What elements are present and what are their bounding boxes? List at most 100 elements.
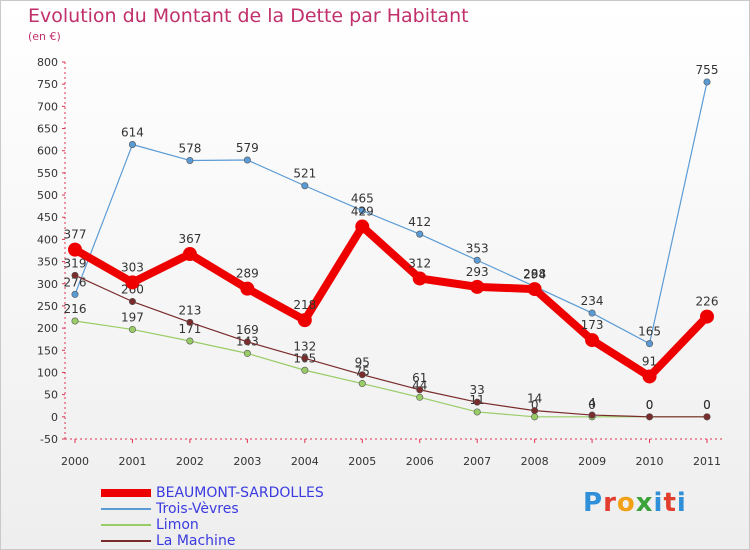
data-point-beaumont-sardolles — [68, 242, 82, 257]
data-label-limon: 197 — [121, 310, 144, 324]
brand-letter: t — [663, 488, 677, 518]
data-label-la-machine: 33 — [470, 383, 485, 397]
data-point-limon — [186, 337, 194, 345]
legend-item: Limon — [101, 517, 324, 533]
x-tick-label: 2004 — [291, 455, 319, 468]
data-label-beaumont-sardolles: 91 — [642, 354, 657, 368]
data-label-la-machine: 4 — [588, 396, 596, 410]
data-point-limon — [531, 413, 539, 421]
x-tick-label: 2008 — [521, 455, 549, 468]
data-point-la-machine — [473, 398, 481, 406]
data-label-trois-v-vres: 614 — [121, 125, 144, 139]
data-point-beaumont-sardolles — [182, 247, 197, 262]
legend-swatch — [101, 524, 151, 526]
data-point-limon — [358, 380, 366, 388]
chart-title: Evolution du Montant de la Dette par Hab… — [28, 5, 469, 27]
data-point-la-machine — [301, 354, 309, 362]
data-point-trois-v-vres — [588, 309, 596, 317]
data-label-la-machine: 0 — [703, 398, 711, 412]
data-point-limon — [128, 325, 136, 333]
data-point-beaumont-sardolles — [585, 333, 600, 348]
data-point-trois-v-vres — [128, 140, 136, 148]
data-point-beaumont-sardolles — [125, 275, 140, 290]
data-label-la-machine: 95 — [355, 356, 370, 370]
legend-item: BEAUMONT-SARDOLLES — [101, 485, 324, 501]
y-tick-label: 350 — [37, 256, 58, 269]
y-tick-label: 300 — [37, 278, 58, 291]
legend-label: Trois-Vèvres — [156, 501, 239, 517]
series-line-beaumont-sardolles — [71, 222, 711, 381]
chart-subtitle: (en €) — [28, 30, 61, 43]
legend-swatch — [101, 540, 151, 542]
data-label-trois-v-vres: 294 — [523, 267, 546, 281]
proxiti-logo: Proxiti — [583, 488, 687, 518]
data-label-beaumont-sardolles: 303 — [121, 260, 144, 274]
y-tick-label: 250 — [37, 300, 58, 313]
data-point-beaumont-sardolles — [240, 281, 255, 296]
data-label-la-machine: 169 — [236, 323, 259, 337]
x-tick-label: 2003 — [233, 455, 261, 468]
y-tick-label: 750 — [37, 78, 58, 91]
data-point-la-machine — [71, 271, 79, 279]
data-label-la-machine: 132 — [293, 339, 316, 353]
series-line-trois-v-vres — [74, 81, 708, 345]
data-label-limon: 0 — [531, 398, 539, 412]
data-label-trois-v-vres: 412 — [408, 215, 431, 229]
data-label-limon: 0 — [646, 398, 654, 412]
x-tick-label: 2010 — [636, 455, 664, 468]
data-label-trois-v-vres: 755 — [696, 63, 719, 77]
legend-swatch — [101, 508, 151, 510]
y-tick-label: 100 — [37, 366, 58, 379]
y-tick-label: 150 — [37, 344, 58, 357]
brand-letter: r — [603, 488, 617, 518]
legend-item: La Machine — [101, 533, 324, 549]
data-point-limon — [416, 393, 424, 401]
series-line-la-machine — [74, 274, 708, 418]
x-tick-label: 2001 — [118, 455, 146, 468]
data-label-beaumont-sardolles: 289 — [236, 267, 259, 281]
data-point-limon — [71, 317, 79, 325]
y-tick-label: 50 — [44, 389, 58, 402]
data-label-la-machine: 14 — [527, 392, 542, 406]
data-point-trois-v-vres — [416, 230, 424, 238]
data-point-limon — [473, 408, 481, 416]
data-point-limon — [243, 349, 251, 357]
data-point-trois-v-vres — [358, 207, 366, 215]
data-point-trois-v-vres — [703, 78, 711, 86]
data-label-limon: 216 — [64, 302, 87, 316]
y-tick-label: 450 — [37, 211, 58, 224]
data-label-limon: 0 — [588, 398, 596, 412]
legend-item: Trois-Vèvres — [101, 501, 324, 517]
data-point-la-machine — [646, 413, 654, 421]
y-tick-label: -50 — [40, 433, 58, 446]
data-label-la-machine: 319 — [64, 256, 87, 270]
data-label-beaumont-sardolles: 288 — [523, 267, 546, 281]
data-point-beaumont-sardolles — [642, 369, 657, 384]
data-label-beaumont-sardolles: 173 — [581, 318, 604, 332]
series-line-limon — [74, 320, 708, 418]
data-point-beaumont-sardolles — [355, 219, 370, 234]
data-point-beaumont-sardolles — [527, 282, 542, 297]
data-point-trois-v-vres — [71, 290, 79, 298]
y-tick-label: 800 — [37, 56, 58, 69]
data-label-limon: 171 — [178, 322, 201, 336]
chart-legend: BEAUMONT-SARDOLLES Trois-Vèvres Limon La Ma… — [101, 485, 324, 549]
brand-letter: x — [635, 488, 654, 518]
x-tick-label: 2009 — [578, 455, 606, 468]
data-point-beaumont-sardolles — [412, 271, 427, 286]
data-label-beaumont-sardolles: 367 — [178, 232, 201, 246]
x-tick-label: 2005 — [348, 455, 376, 468]
data-point-la-machine — [703, 413, 711, 421]
data-point-limon — [301, 366, 309, 374]
data-label-trois-v-vres: 234 — [581, 294, 604, 308]
y-tick-label: 650 — [37, 123, 58, 136]
x-tick-label: 2011 — [693, 455, 721, 468]
y-tick-label: 700 — [37, 100, 58, 113]
legend-label: Limon — [156, 517, 199, 533]
data-label-limon: 0 — [703, 398, 711, 412]
data-label-beaumont-sardolles: 226 — [696, 295, 719, 309]
data-point-trois-v-vres — [301, 182, 309, 190]
data-label-trois-v-vres: 465 — [351, 192, 374, 206]
